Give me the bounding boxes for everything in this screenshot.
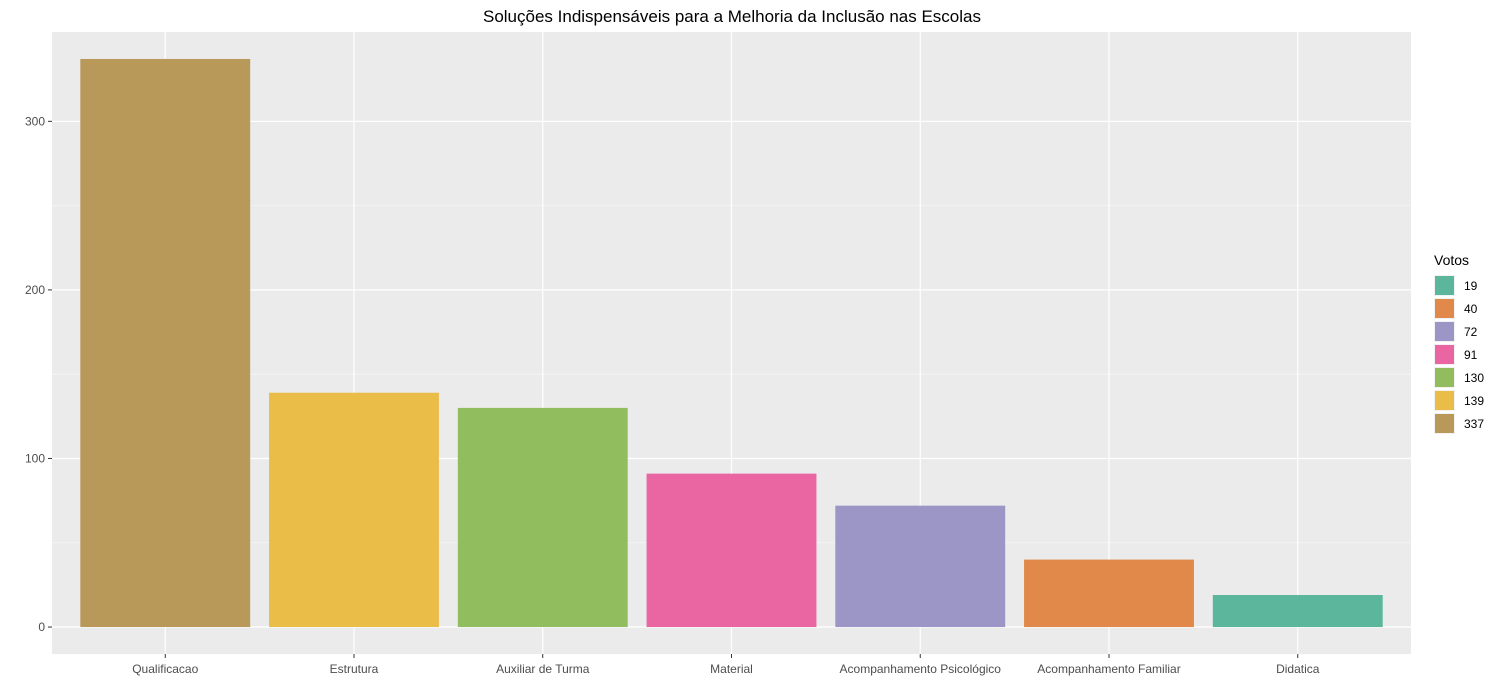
legend-label: 337 (1464, 417, 1484, 431)
x-axis: Qualificacao Estrutura Auxiliar de Turma Ma… (132, 654, 1320, 676)
bar (835, 505, 1006, 628)
legend-label: 139 (1464, 394, 1484, 408)
x-tick-label: Material (710, 662, 753, 676)
legend: Votos 19 40 72 91 130 139 337 (1434, 252, 1484, 434)
x-tick-label: Acompanhamento Familiar (1037, 662, 1180, 676)
legend-swatch (1435, 322, 1454, 341)
legend-swatch (1435, 391, 1454, 410)
legend-label: 72 (1464, 325, 1478, 339)
y-tick-label: 0 (38, 620, 45, 634)
y-tick-label: 100 (25, 451, 45, 465)
y-axis: 0 100 200 300 (25, 114, 52, 634)
y-tick-label: 200 (25, 283, 45, 297)
bar (269, 392, 439, 628)
bar (80, 58, 251, 628)
legend-label: 91 (1464, 348, 1478, 362)
bars (80, 58, 1383, 628)
x-tick-label: Acompanhamento Psicológico (840, 662, 1002, 676)
x-tick-label: Estrutura (330, 662, 379, 676)
legend-swatch (1435, 276, 1454, 295)
legend-swatch (1435, 299, 1454, 318)
bar (646, 473, 817, 628)
legend-swatch (1435, 368, 1454, 387)
bar (457, 407, 628, 628)
chart-title: Soluções Indispensáveis para a Melhoria … (483, 7, 981, 26)
bar (1024, 559, 1194, 628)
legend-swatch (1435, 414, 1454, 433)
y-tick-label: 300 (25, 114, 45, 128)
x-tick-label: Didatica (1276, 662, 1320, 676)
legend-swatch (1435, 345, 1454, 364)
legend-label: 130 (1464, 371, 1484, 385)
legend-label: 19 (1464, 279, 1478, 293)
bar (1212, 595, 1383, 628)
legend-title: Votos (1434, 252, 1469, 268)
legend-label: 40 (1464, 302, 1478, 316)
x-tick-label: Qualificacao (132, 662, 198, 676)
x-tick-label: Auxiliar de Turma (496, 662, 590, 676)
